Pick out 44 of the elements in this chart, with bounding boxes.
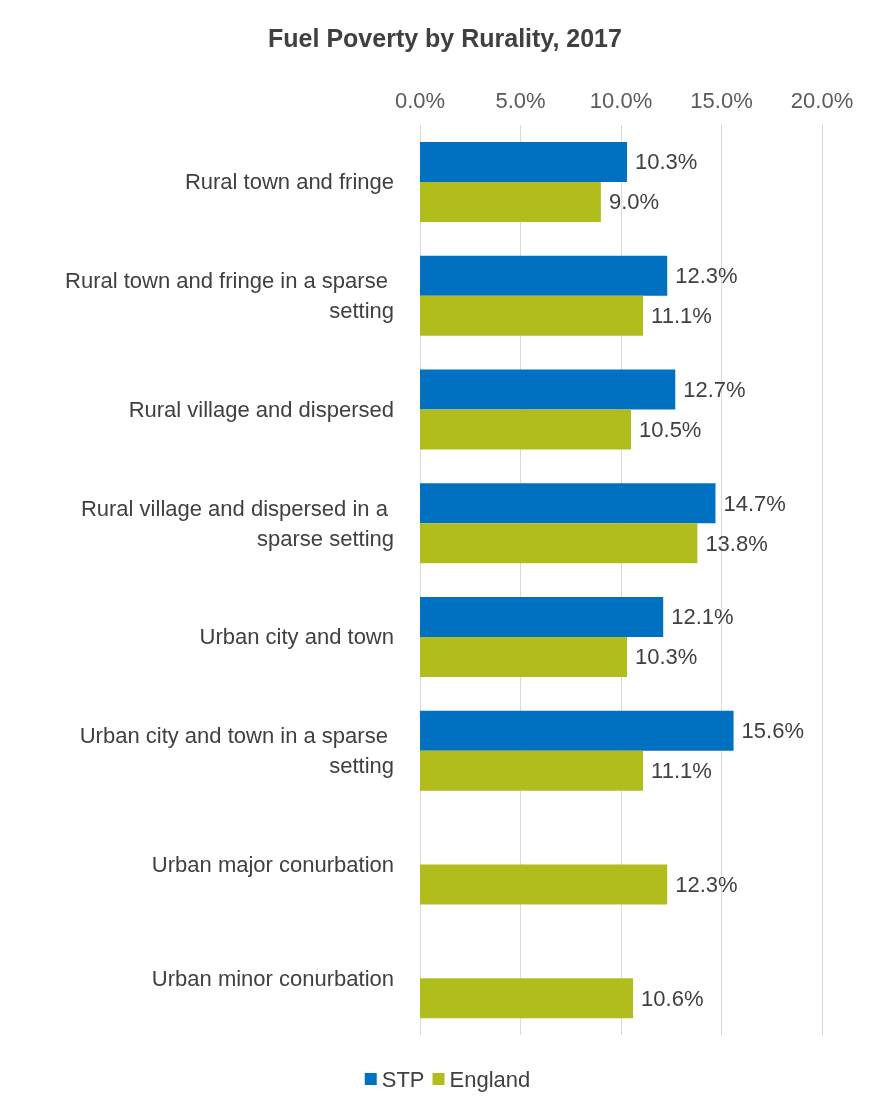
y-tick-label: Urban city and town [199, 624, 394, 650]
bar [420, 295, 644, 336]
bar [420, 409, 632, 450]
legend-label: STP [381, 1066, 425, 1092]
y-tick-label: Rural town and fringe [184, 169, 394, 195]
y-tick-label: Urban city and town in a sparse setting [79, 723, 394, 779]
y-tick-label: Urban major conurbation [151, 851, 394, 877]
y-tick-label: Rural village and dispersed [128, 396, 394, 422]
x-tick-label: 10.0% [589, 87, 653, 113]
data-label: 12.1% [671, 604, 734, 630]
x-tick-label: 15.0% [690, 87, 753, 113]
x-tick-label: 20.0% [790, 87, 854, 113]
data-label: 15.6% [741, 718, 804, 744]
bar [420, 710, 734, 751]
data-label: 10.5% [639, 416, 702, 442]
data-label: 10.3% [635, 644, 698, 670]
bar [420, 141, 628, 182]
data-label: 12.3% [675, 871, 738, 897]
data-label: 9.0% [608, 189, 660, 215]
bar [420, 750, 644, 791]
x-tick-label: 5.0% [495, 87, 546, 113]
bar [420, 255, 668, 296]
bar [420, 181, 601, 222]
data-label: 14.7% [723, 490, 786, 516]
legend-label: England [449, 1066, 531, 1092]
data-label: 12.3% [675, 263, 738, 289]
data-label: 10.3% [635, 149, 698, 175]
data-label: 12.7% [683, 376, 746, 402]
data-label: 10.6% [641, 985, 704, 1011]
bar [420, 369, 676, 410]
bar [420, 636, 628, 677]
bar [420, 596, 664, 637]
chart-title: Fuel Poverty by Rurality, 2017 [268, 23, 622, 52]
data-label: 13.8% [705, 530, 768, 556]
y-tick-label: Urban minor conurbation [151, 965, 394, 991]
bar [420, 523, 698, 564]
y-tick-label: Rural village and dispersed in a sparse setting [80, 495, 394, 551]
data-label: 11.1% [651, 303, 712, 329]
y-tick-label: Rural town and fringe in a sparse setting [65, 268, 394, 324]
bar [420, 483, 716, 524]
bar [420, 864, 668, 905]
x-tick-label: 0.0% [394, 87, 446, 113]
bar [420, 978, 634, 1019]
data-label: 11.1% [651, 758, 712, 784]
